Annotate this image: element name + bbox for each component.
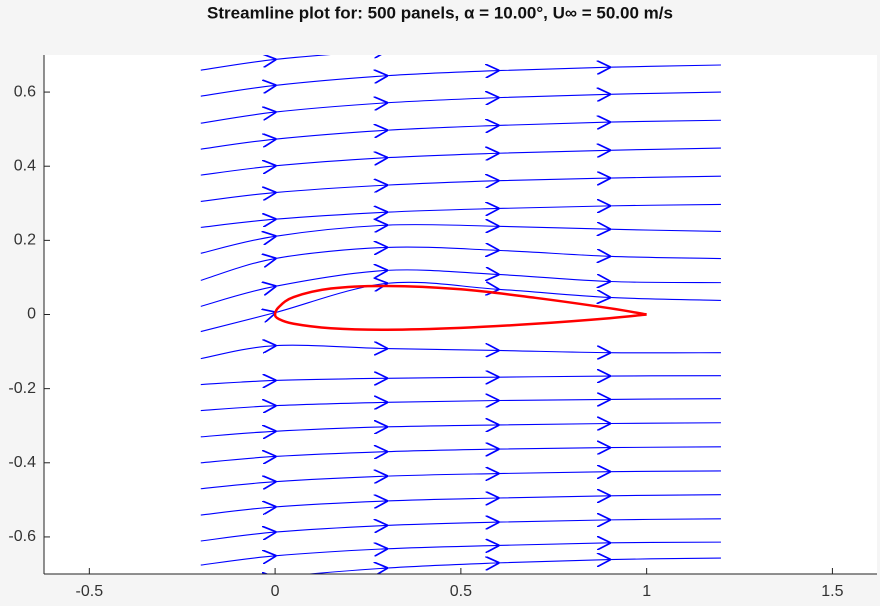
streamline — [200, 225, 721, 254]
y-tick-label: -0.6 — [8, 528, 36, 545]
streamline — [200, 519, 721, 542]
x-tick-label: 1.5 — [821, 583, 843, 600]
streamline — [200, 447, 721, 463]
streamline — [201, 558, 721, 574]
y-tick-label: 0.6 — [14, 83, 36, 100]
streamline — [200, 471, 721, 489]
plot-content — [200, 55, 721, 574]
x-tick-label: -0.5 — [76, 583, 104, 600]
streamline — [200, 247, 721, 281]
streamline — [200, 55, 721, 71]
y-tick-label: -0.4 — [8, 454, 36, 471]
y-tick-label: -0.2 — [8, 380, 36, 397]
streamline — [200, 399, 721, 411]
streamline — [200, 148, 721, 176]
streamline — [200, 92, 721, 124]
y-tick-label: 0.4 — [14, 157, 36, 174]
streamline — [200, 423, 721, 437]
x-tick-label: 0.5 — [450, 583, 472, 600]
plot-area — [44, 55, 877, 574]
streamline — [200, 176, 721, 202]
streamline — [200, 345, 721, 358]
streamline — [200, 120, 721, 150]
streamline — [200, 65, 721, 97]
y-tick-label: 0 — [27, 306, 36, 323]
y-tick-label: 0.2 — [14, 232, 36, 249]
streamline — [200, 376, 721, 385]
x-tick-label: 0 — [271, 583, 280, 600]
airfoil — [273, 284, 647, 331]
x-tick-label: 1 — [642, 583, 651, 600]
chart-title: Streamline plot for: 500 panels, α = 10.… — [207, 3, 673, 22]
streamline — [200, 495, 721, 516]
